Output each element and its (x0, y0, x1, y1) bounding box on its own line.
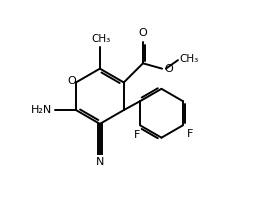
Text: O: O (67, 76, 76, 86)
Text: F: F (187, 129, 193, 139)
Text: N: N (96, 157, 104, 167)
Text: F: F (134, 130, 140, 140)
Text: H₂N: H₂N (31, 105, 52, 115)
Text: CH₃: CH₃ (91, 34, 111, 44)
Text: O: O (165, 64, 173, 74)
Text: O: O (138, 28, 147, 38)
Text: CH₃: CH₃ (180, 54, 199, 64)
